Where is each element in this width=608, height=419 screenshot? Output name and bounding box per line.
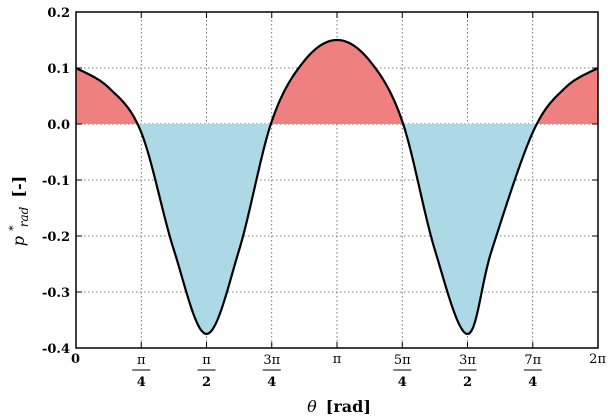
x-tick-label: 4	[137, 375, 146, 390]
negative-area	[403, 124, 537, 334]
area-fills	[76, 40, 599, 334]
y-axis-unit: [-]	[9, 176, 28, 198]
y-tick-label: -0.4	[42, 342, 70, 357]
positive-area	[536, 68, 599, 124]
series-line	[75, 38, 599, 336]
x-tick-label: 7π	[524, 353, 541, 368]
x-tick-label: 2π	[589, 352, 606, 367]
x-tick-label: 3π	[459, 353, 476, 368]
x-tick-label: 4	[398, 375, 407, 390]
x-tick-label: 4	[267, 375, 276, 390]
y-tick-label: -0.1	[42, 174, 70, 189]
y-axis-label: p * rad [-]	[2, 176, 32, 246]
y-tick-label: 0.1	[47, 62, 70, 77]
y-tick-label: 0.0	[47, 118, 70, 133]
x-tick-label: π	[202, 353, 211, 368]
y-tick-label: 0.2	[47, 6, 70, 21]
y-axis-sup: *	[7, 225, 20, 231]
y-tick-label: -0.2	[42, 230, 70, 245]
y-axis-base: p	[9, 236, 28, 246]
x-tick-label: 2	[202, 375, 211, 390]
negative-area	[137, 124, 271, 334]
y-tick-label: -0.3	[42, 286, 70, 301]
positive-area	[270, 40, 404, 124]
x-tick-label: π	[333, 352, 342, 367]
series-line-path	[75, 38, 599, 336]
tick-labels: -0.4 -0.3 -0.2 -0.1 0.0 0.1 0.2 0 π 4 π 2 3π 4 π 5π 4 3π 2…	[42, 6, 606, 390]
positive-area	[76, 68, 138, 124]
x-tick-label: 0	[71, 352, 80, 367]
ticks	[75, 11, 599, 349]
y-axis-sub: rad	[17, 206, 31, 227]
x-tick-label: 5π	[394, 353, 411, 368]
x-tick-label: 4	[528, 375, 537, 390]
x-axis-unit: [rad]	[326, 397, 371, 416]
x-tick-label: π	[137, 353, 146, 368]
x-tick-label: 3π	[263, 353, 280, 368]
x-axis-symbol: θ	[307, 397, 317, 416]
x-tick-label: 2	[463, 375, 472, 390]
x-axis-label: θ [rad]	[307, 397, 371, 416]
